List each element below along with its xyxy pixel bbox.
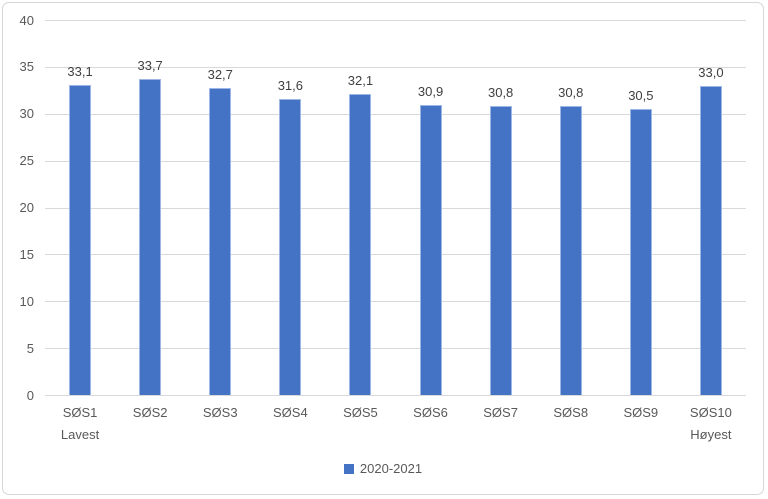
bar-value-label: 30,8 [558,85,584,101]
gridline [45,301,746,302]
x-category-label: SØS8 [536,402,606,446]
x-category-line: SØS2 [132,405,168,420]
y-tick-label: 5 [26,340,34,356]
x-category-line: SØS6 [413,405,448,420]
y-tick-label: 25 [19,153,34,169]
bar[interactable] [349,94,372,395]
bar[interactable] [699,85,722,395]
x-category-line: SØS5 [343,405,378,420]
bar-value-label: 30,5 [628,88,654,104]
bar[interactable] [279,98,302,395]
x-category-line: SØS3 [202,405,238,420]
x-category-label: SØS3 [185,402,255,446]
x-category-line: SØS8 [553,405,589,420]
x-category-line: SØS1 [62,405,98,420]
x-category-label: SØS4 [255,402,325,446]
gridline [45,114,746,115]
x-category-line: SØS7 [483,405,518,420]
gridline [45,161,746,162]
x-category-label: SØS6 [395,402,465,446]
x-category-line: SØS9 [623,405,659,420]
x-category-label: SØS1 Lavest [45,402,115,446]
x-category-label: SØS2 [115,402,185,446]
bar[interactable] [209,88,232,395]
y-tick-label: 35 [19,59,34,75]
legend-swatch-icon [343,464,354,474]
gridline [45,254,746,255]
bar-value-label: 33,0 [698,64,724,80]
x-axis: SØS1 Lavest SØS2 SØS3 SØS4 SØS5 SØS6 SØS7 SØS8 SØ… [45,402,746,446]
bar[interactable] [559,106,582,395]
x-category-label: SØS9 [606,402,676,446]
legend[interactable]: 2020-2021 [3,462,763,476]
bar-value-label: 32,1 [347,73,374,89]
x-category-label: SØS10 Høyest [676,402,746,446]
bar-value-label: 33,1 [67,63,93,79]
gridline [45,67,746,68]
y-tick-label: 20 [19,200,34,215]
x-category-label: SØS5 [325,402,395,446]
bar-value-label: 33,7 [137,58,163,74]
bar-value-label: 32,7 [207,67,233,83]
x-category-line: SØS4 [272,405,308,420]
gridline [45,208,746,209]
x-axis-line [45,395,746,396]
bar[interactable] [489,106,512,395]
bar[interactable] [419,105,442,395]
gridline [45,348,746,349]
y-tick-label: 0 [26,387,34,403]
bar-value-label: 30,9 [417,84,444,100]
y-axis: 0 5 10 15 20 25 30 35 40 [3,13,34,403]
bar[interactable] [69,84,92,395]
x-category-line: SØS10 [689,405,732,420]
y-tick-label: 15 [19,246,34,262]
x-category-line: Høyest [690,427,732,442]
x-category-line: Lavest [60,427,100,442]
gridline [45,20,746,21]
x-category-label: SØS7 [466,402,536,446]
y-tick-label: 40 [19,12,34,28]
bar[interactable] [139,79,162,395]
plot-area: 33,1 33,7 32,7 31,6 32,1 30,9 30,8 30,8 30,5 33,0 [45,20,746,396]
bar-value-label: 31,6 [277,77,303,93]
bar-value-label: 30,8 [487,85,514,101]
legend-label: 2020-2021 [359,461,423,476]
y-tick-label: 30 [19,106,34,122]
y-tick-label: 10 [19,293,34,309]
bar[interactable] [629,109,652,395]
